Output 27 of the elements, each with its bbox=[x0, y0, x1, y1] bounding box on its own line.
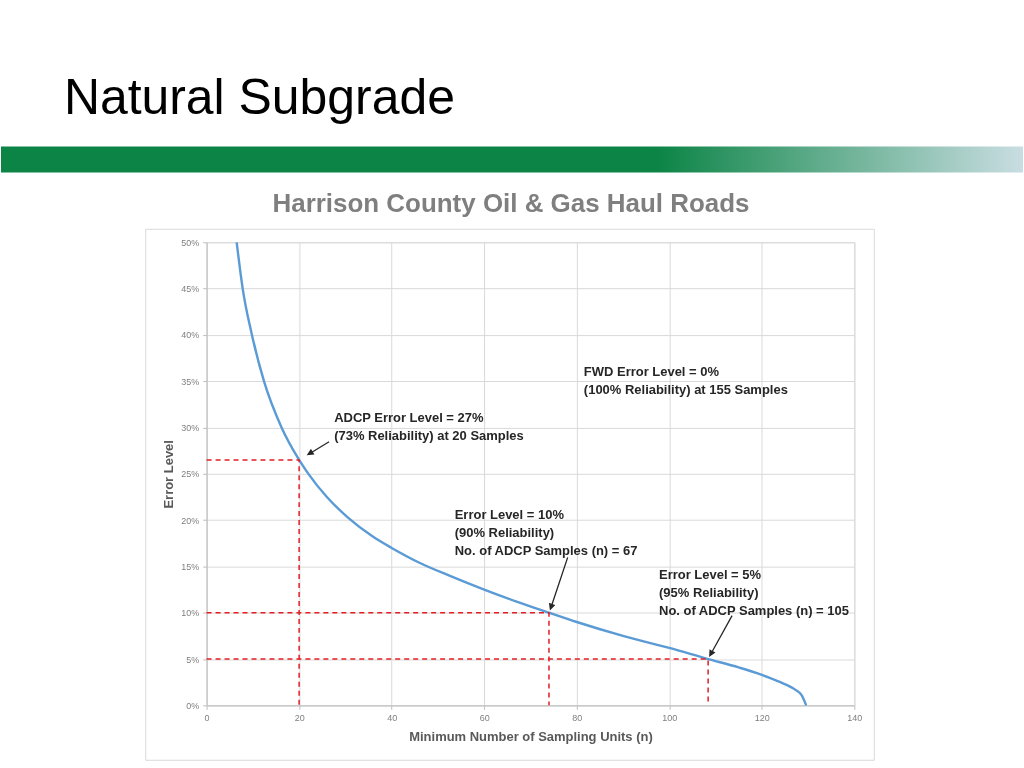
annotation: FWD Error Level = 0% (100% Reliability) at 155 Samples bbox=[583, 364, 788, 397]
y-tick-label: 30% bbox=[181, 423, 200, 433]
x-tick-label: 100 bbox=[662, 712, 678, 723]
y-tick-label: 50% bbox=[181, 237, 200, 248]
chart-title: Natural Subgrade bbox=[63, 69, 455, 126]
x-tick-label: 0 bbox=[204, 712, 210, 723]
y-tick-label: 40% bbox=[181, 330, 200, 341]
y-axis-title: Error Level bbox=[161, 440, 177, 509]
chart-subtitle: Harrison County Oil & Gas Haul Roads bbox=[272, 189, 750, 218]
x-tick-label: 140 bbox=[847, 712, 863, 723]
y-tick-label: 35% bbox=[181, 376, 200, 387]
y-tick-label: 20% bbox=[181, 515, 200, 526]
x-tick-label: 120 bbox=[754, 712, 770, 723]
annotation: Error Level = 10% (90% Reliability) No. of ADCP Samples (n) = 67 bbox=[454, 507, 638, 559]
y-tick-label: 10% bbox=[181, 608, 200, 619]
x-tick-label: 60 bbox=[479, 712, 490, 723]
x-tick-label: 40 bbox=[387, 712, 398, 723]
x-tick-label: 80 bbox=[572, 712, 583, 723]
y-tick-label: 45% bbox=[181, 284, 200, 295]
annotation: Error Level = 5% (95% Reliability) No. of ADCP Samples (n) = 105 bbox=[659, 566, 849, 618]
y-tick-label: 25% bbox=[181, 469, 200, 480]
y-tick-label: 0% bbox=[186, 700, 200, 711]
x-tick-label: 20 bbox=[294, 712, 305, 723]
annotation: ADCP Error Level = 27% (73% Reliability) at 20 Samples bbox=[334, 410, 524, 444]
y-tick-label: 5% bbox=[186, 654, 200, 665]
x-axis-title: Minimum Number of Sampling Units (n) bbox=[409, 728, 653, 744]
y-tick-label: 15% bbox=[181, 561, 200, 572]
